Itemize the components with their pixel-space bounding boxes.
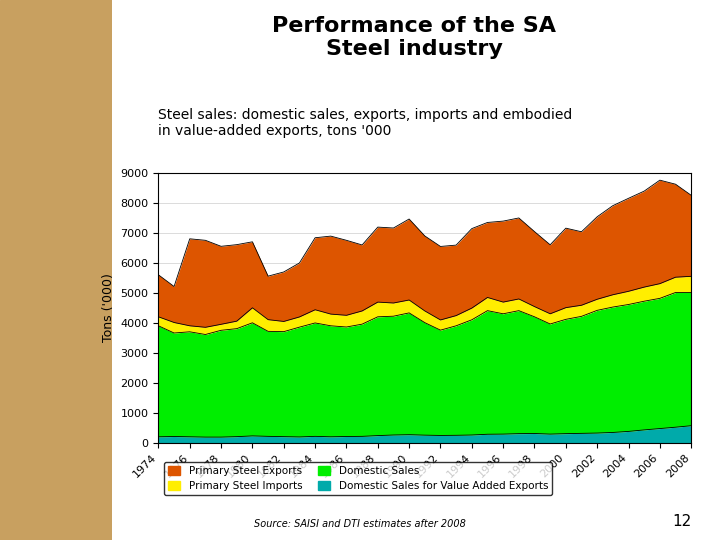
Text: 12: 12: [672, 514, 691, 529]
Legend: Primary Steel Exports, Primary Steel Imports, Domestic Sales, Domestic Sales for: Primary Steel Exports, Primary Steel Imp…: [163, 462, 552, 495]
Y-axis label: Tons ('000): Tons ('000): [102, 273, 115, 342]
Text: Performance of the SA
Steel industry: Performance of the SA Steel industry: [272, 16, 556, 59]
Text: Steel sales: domestic sales, exports, imports and embodied
in value-added export: Steel sales: domestic sales, exports, im…: [158, 108, 572, 138]
Text: Source: SAISI and DTI estimates after 2008: Source: SAISI and DTI estimates after 20…: [254, 519, 466, 529]
